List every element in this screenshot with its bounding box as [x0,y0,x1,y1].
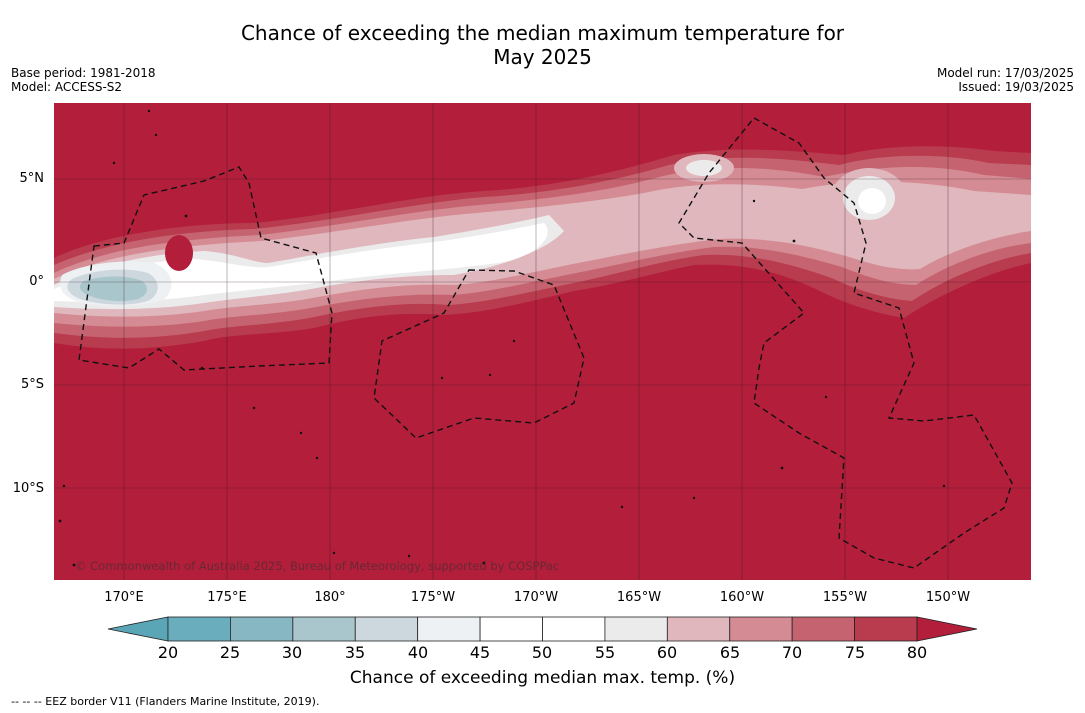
probability-contours [54,146,1031,349]
colorbar-tick: 25 [219,643,241,662]
colorbar-cell [542,616,606,642]
colorbar-extend-low [107,616,169,642]
colorbar-cell [230,616,294,642]
warm-spot-north-core [686,160,722,176]
probability-map [54,103,1031,580]
colorbar-cell [666,616,731,642]
eez-borders [78,117,1013,569]
colorbar-tick: 40 [407,643,429,662]
meta-right: Model run: 17/03/2025 Issued: 19/03/2025 [937,66,1074,94]
colorbar-cell [417,616,481,642]
colorbar-cell [729,616,793,642]
lon-label-170e: 170°E [104,590,144,605]
warm-spot-east-inner [858,188,886,214]
lon-label-170w: 170°W [513,590,559,605]
colorbar-cell [791,616,855,642]
colorbar-tick: 30 [281,643,303,662]
colorbar-cell [854,616,918,642]
lat-label-5n: 5°N [19,171,45,186]
lon-label-155w: 155°W [822,590,868,605]
eez-footnote: -- -- -- EEZ border V11 (Flanders Marine… [11,695,320,708]
colorbar-tick: 65 [719,643,741,662]
colorbar-tick: 80 [906,643,928,662]
model-run: Model run: 17/03/2025 [936,66,1074,80]
colorbar-cell [292,616,356,642]
lon-label-180: 180° [314,590,346,605]
model-name: Model: ACCESS-S2 [11,80,123,94]
colorbar-cell [354,616,419,642]
colorbar-cell [479,616,543,642]
colorbar-tick: 75 [844,643,866,662]
copyright-notice: © Commonwealth of Australia 2025, Bureau… [75,559,560,573]
colorbar-tick: 35 [344,643,366,662]
lon-label-175w: 175°W [410,590,456,605]
title-line-1: Chance of exceeding the median maximum t… [240,21,845,45]
contour-35-cool [79,276,147,302]
colorbar-label: Chance of exceeding median max. temp. (%… [349,668,736,688]
lon-label-150w: 150°W [925,590,971,605]
map-title: Chance of exceeding the median maximum t… [0,21,1085,69]
lon-label-160w: 160°W [719,590,765,605]
colorbar-cells [107,616,978,642]
issued-date: Issued: 19/03/2025 [958,80,1074,94]
colorbar-tick: 50 [531,643,553,662]
colorbar-tick: 70 [781,643,803,662]
title-line-2: May 2025 [493,45,592,69]
lat-label-5s: 5°S [20,377,44,392]
lat-label-10s: 10°S [12,481,44,496]
lon-label-165w: 165°W [616,590,662,605]
colorbar-tick: 20 [157,643,179,662]
colorbar-tick: 60 [656,643,678,662]
lat-label-0: 0° [29,274,44,289]
hot-spot-1 [165,235,193,271]
colorbar-extend-high [916,616,978,642]
meta-left: Base period: 1981-2018 Model: ACCESS-S2 [11,66,156,94]
lon-label-175e: 175°E [207,590,247,605]
colorbar-cell [604,616,668,642]
colorbar-cell [167,616,231,642]
islands [58,109,946,567]
colorbar-tick: 55 [594,643,616,662]
base-period: Base period: 1981-2018 [11,66,156,80]
colorbar-tick: 45 [469,643,491,662]
